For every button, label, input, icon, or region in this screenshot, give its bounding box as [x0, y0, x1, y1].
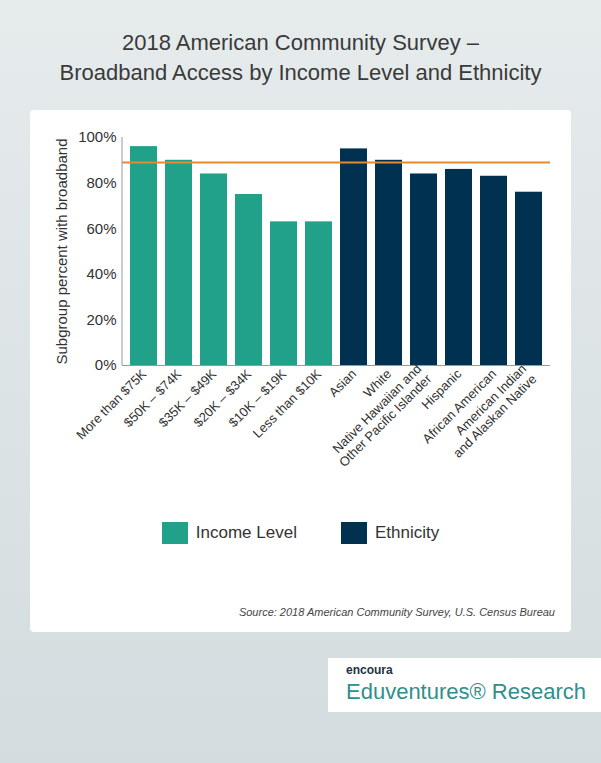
svg-text:Native Hawaiian andOther Pacif: Native Hawaiian andOther Pacific Islande…	[326, 361, 435, 470]
html-text:2018 American Community Survey: 2018 American Community Survey – Broadba…	[59, 30, 542, 85]
svg-text:100%: 100%	[78, 128, 116, 145]
svg-text:80%: 80%	[86, 174, 116, 191]
html-text:Eduventures® Research: Eduventures® Research	[346, 679, 586, 704]
svg-text:$10K – $19K: $10K – $19K	[225, 366, 290, 430]
svg-text:American Indianand Alaskan Nat: American Indianand Alaskan Native	[440, 361, 539, 460]
svg-text:40%: 40%	[86, 265, 116, 282]
svg-text:Less than $10K: Less than $10K	[250, 366, 325, 441]
svg-text:60%: 60%	[86, 220, 116, 237]
svg-text:0%: 0%	[95, 356, 117, 373]
svg-text:African American: African American	[419, 366, 500, 447]
html-text:encoura: encoura	[346, 663, 393, 677]
svg-text:More than $75K: More than $75K	[73, 366, 150, 443]
html-text:Ethnicity: Ethnicity	[374, 523, 440, 542]
svg-text:$50K – $74K: $50K – $74K	[120, 366, 185, 430]
html-text:Source: 2018 American Communit: Source: 2018 American Community Survey, …	[238, 606, 555, 618]
svg-text:20%: 20%	[86, 311, 116, 328]
svg-text:$35K – $49K: $35K – $49K	[155, 366, 220, 430]
svg-text:White: White	[360, 366, 395, 401]
svg-text:Asian: Asian	[326, 366, 360, 400]
svg-text:Hispanic: Hispanic	[418, 366, 465, 413]
svg-text:Subgroup percent with broadban: Subgroup percent with broadband	[53, 139, 70, 365]
html-text:Income Level: Income Level	[195, 523, 297, 542]
svg-text:$20K – $34K: $20K – $34K	[190, 366, 255, 430]
